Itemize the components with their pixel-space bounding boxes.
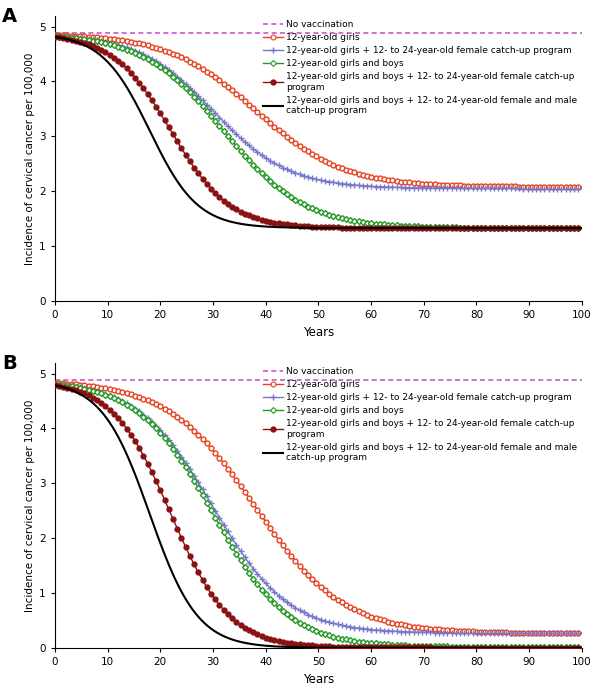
- Legend: No vaccination, 12-year-old girls, 12-year-old girls + 12- to 24-year-old female: No vaccination, 12-year-old girls, 12-ye…: [260, 364, 580, 465]
- Y-axis label: Incidence of cervical cancer per 100,000: Incidence of cervical cancer per 100,000: [25, 399, 35, 611]
- Y-axis label: Incidence of cervical cancer per 100,000: Incidence of cervical cancer per 100,000: [25, 52, 35, 264]
- Text: A: A: [2, 7, 17, 26]
- Legend: No vaccination, 12-year-old girls, 12-year-old girls + 12- to 24-year-old female: No vaccination, 12-year-old girls, 12-ye…: [260, 17, 580, 118]
- X-axis label: Years: Years: [303, 672, 334, 686]
- Text: B: B: [2, 354, 17, 373]
- X-axis label: Years: Years: [303, 325, 334, 339]
